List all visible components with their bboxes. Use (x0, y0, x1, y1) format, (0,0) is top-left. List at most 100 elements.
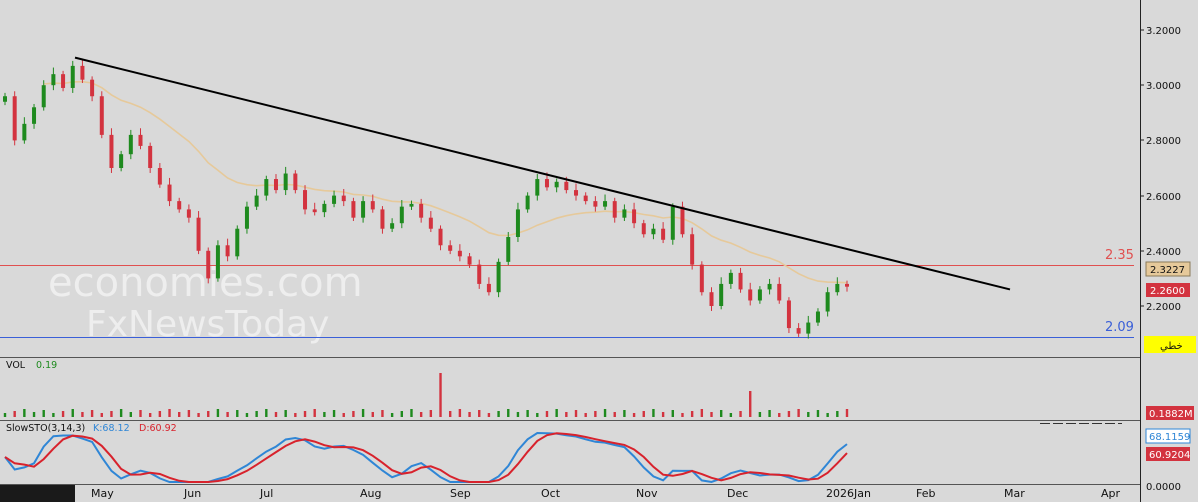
candle[interactable] (525, 195, 530, 210)
stochastic-d-line[interactable] (4, 432, 848, 483)
candle[interactable] (438, 228, 443, 246)
candle[interactable] (351, 201, 356, 218)
candle[interactable] (845, 283, 849, 287)
candle[interactable] (167, 184, 172, 202)
candle[interactable] (661, 228, 666, 240)
candle[interactable] (457, 250, 462, 257)
candle[interactable] (632, 209, 637, 224)
price-axis[interactable]: 3.2000 3.0000 2.8000 2.6000 2.4000 2.200… (1140, 26, 1181, 313)
candle[interactable] (80, 65, 85, 80)
line-type-badge[interactable] (1144, 336, 1196, 353)
candle[interactable] (564, 181, 569, 191)
candle[interactable] (70, 65, 75, 88)
volume-pane[interactable] (0, 358, 1140, 420)
candle[interactable] (593, 201, 598, 207)
candle[interactable] (22, 123, 27, 141)
candle[interactable] (196, 217, 201, 251)
candle[interactable] (157, 168, 162, 185)
candle[interactable] (467, 256, 472, 265)
candle[interactable] (99, 96, 104, 135)
candle[interactable] (419, 203, 424, 218)
candle[interactable] (574, 190, 579, 196)
candle[interactable] (670, 206, 675, 240)
candle[interactable] (786, 300, 791, 329)
time-axis[interactable]: May Jun Jul Aug Sep Oct Nov Dec 2026Jan … (91, 487, 1121, 500)
candle[interactable] (448, 245, 453, 251)
candle[interactable] (699, 264, 704, 293)
candle[interactable] (835, 283, 840, 293)
candle[interactable] (399, 206, 404, 224)
candle[interactable] (748, 289, 753, 301)
candle[interactable] (273, 179, 278, 191)
candle[interactable] (515, 209, 520, 237)
candle[interactable] (32, 107, 37, 124)
price-pane[interactable] (0, 0, 1140, 357)
candle[interactable] (641, 223, 646, 235)
stochastic-pane[interactable] (0, 421, 1140, 484)
candle[interactable] (148, 145, 153, 168)
candle[interactable] (651, 228, 656, 235)
candle[interactable] (41, 85, 46, 108)
candle[interactable] (815, 311, 820, 323)
candle[interactable] (583, 195, 588, 202)
candle[interactable] (719, 283, 724, 306)
candle[interactable] (767, 283, 772, 290)
candle[interactable] (244, 206, 249, 229)
candle[interactable] (390, 223, 395, 229)
candle[interactable] (486, 283, 491, 293)
candle[interactable] (825, 292, 830, 312)
trendline[interactable] (74, 56, 1011, 291)
candle[interactable] (186, 209, 191, 218)
candle[interactable] (370, 201, 375, 210)
candle[interactable] (90, 79, 95, 97)
candle[interactable] (312, 209, 317, 213)
candle[interactable] (603, 201, 608, 207)
candle[interactable] (138, 134, 143, 146)
candle[interactable] (409, 203, 414, 207)
candle[interactable] (109, 134, 114, 168)
candle[interactable] (332, 195, 337, 204)
candle[interactable] (496, 261, 501, 293)
candle[interactable] (544, 179, 549, 188)
candle[interactable] (796, 328, 801, 334)
candle[interactable] (777, 283, 782, 301)
candle[interactable] (554, 181, 559, 188)
candle[interactable] (215, 245, 220, 279)
candle[interactable] (612, 201, 617, 218)
candle[interactable] (254, 195, 259, 207)
candle[interactable] (506, 237, 511, 262)
candle[interactable] (361, 201, 366, 218)
candle[interactable] (341, 195, 346, 202)
volume-bars[interactable] (3, 373, 849, 417)
candle[interactable] (428, 217, 433, 229)
candle[interactable] (225, 245, 230, 257)
candle[interactable] (303, 190, 308, 210)
candle[interactable] (61, 74, 66, 88)
candle[interactable] (206, 250, 211, 279)
candle[interactable] (177, 201, 182, 210)
candle[interactable] (119, 154, 124, 168)
candle[interactable] (293, 173, 298, 191)
candle[interactable] (477, 264, 482, 284)
candle[interactable] (709, 292, 714, 306)
candle[interactable] (690, 234, 695, 265)
candle[interactable] (680, 206, 685, 235)
candle[interactable] (728, 272, 733, 284)
candle[interactable] (3, 96, 7, 102)
candle[interactable] (535, 179, 540, 196)
candle[interactable] (322, 203, 327, 213)
candle[interactable] (806, 322, 811, 334)
candle[interactable] (738, 272, 743, 290)
candle[interactable] (12, 96, 17, 141)
candle[interactable] (235, 228, 240, 257)
candle[interactable] (128, 134, 133, 155)
candle[interactable] (264, 179, 269, 196)
candle[interactable] (757, 289, 762, 301)
moving-average-line[interactable] (43, 80, 848, 284)
candle[interactable] (622, 209, 627, 218)
candles[interactable] (3, 59, 849, 339)
candle[interactable] (380, 209, 385, 229)
candle[interactable] (283, 173, 288, 191)
candle[interactable] (51, 74, 56, 86)
